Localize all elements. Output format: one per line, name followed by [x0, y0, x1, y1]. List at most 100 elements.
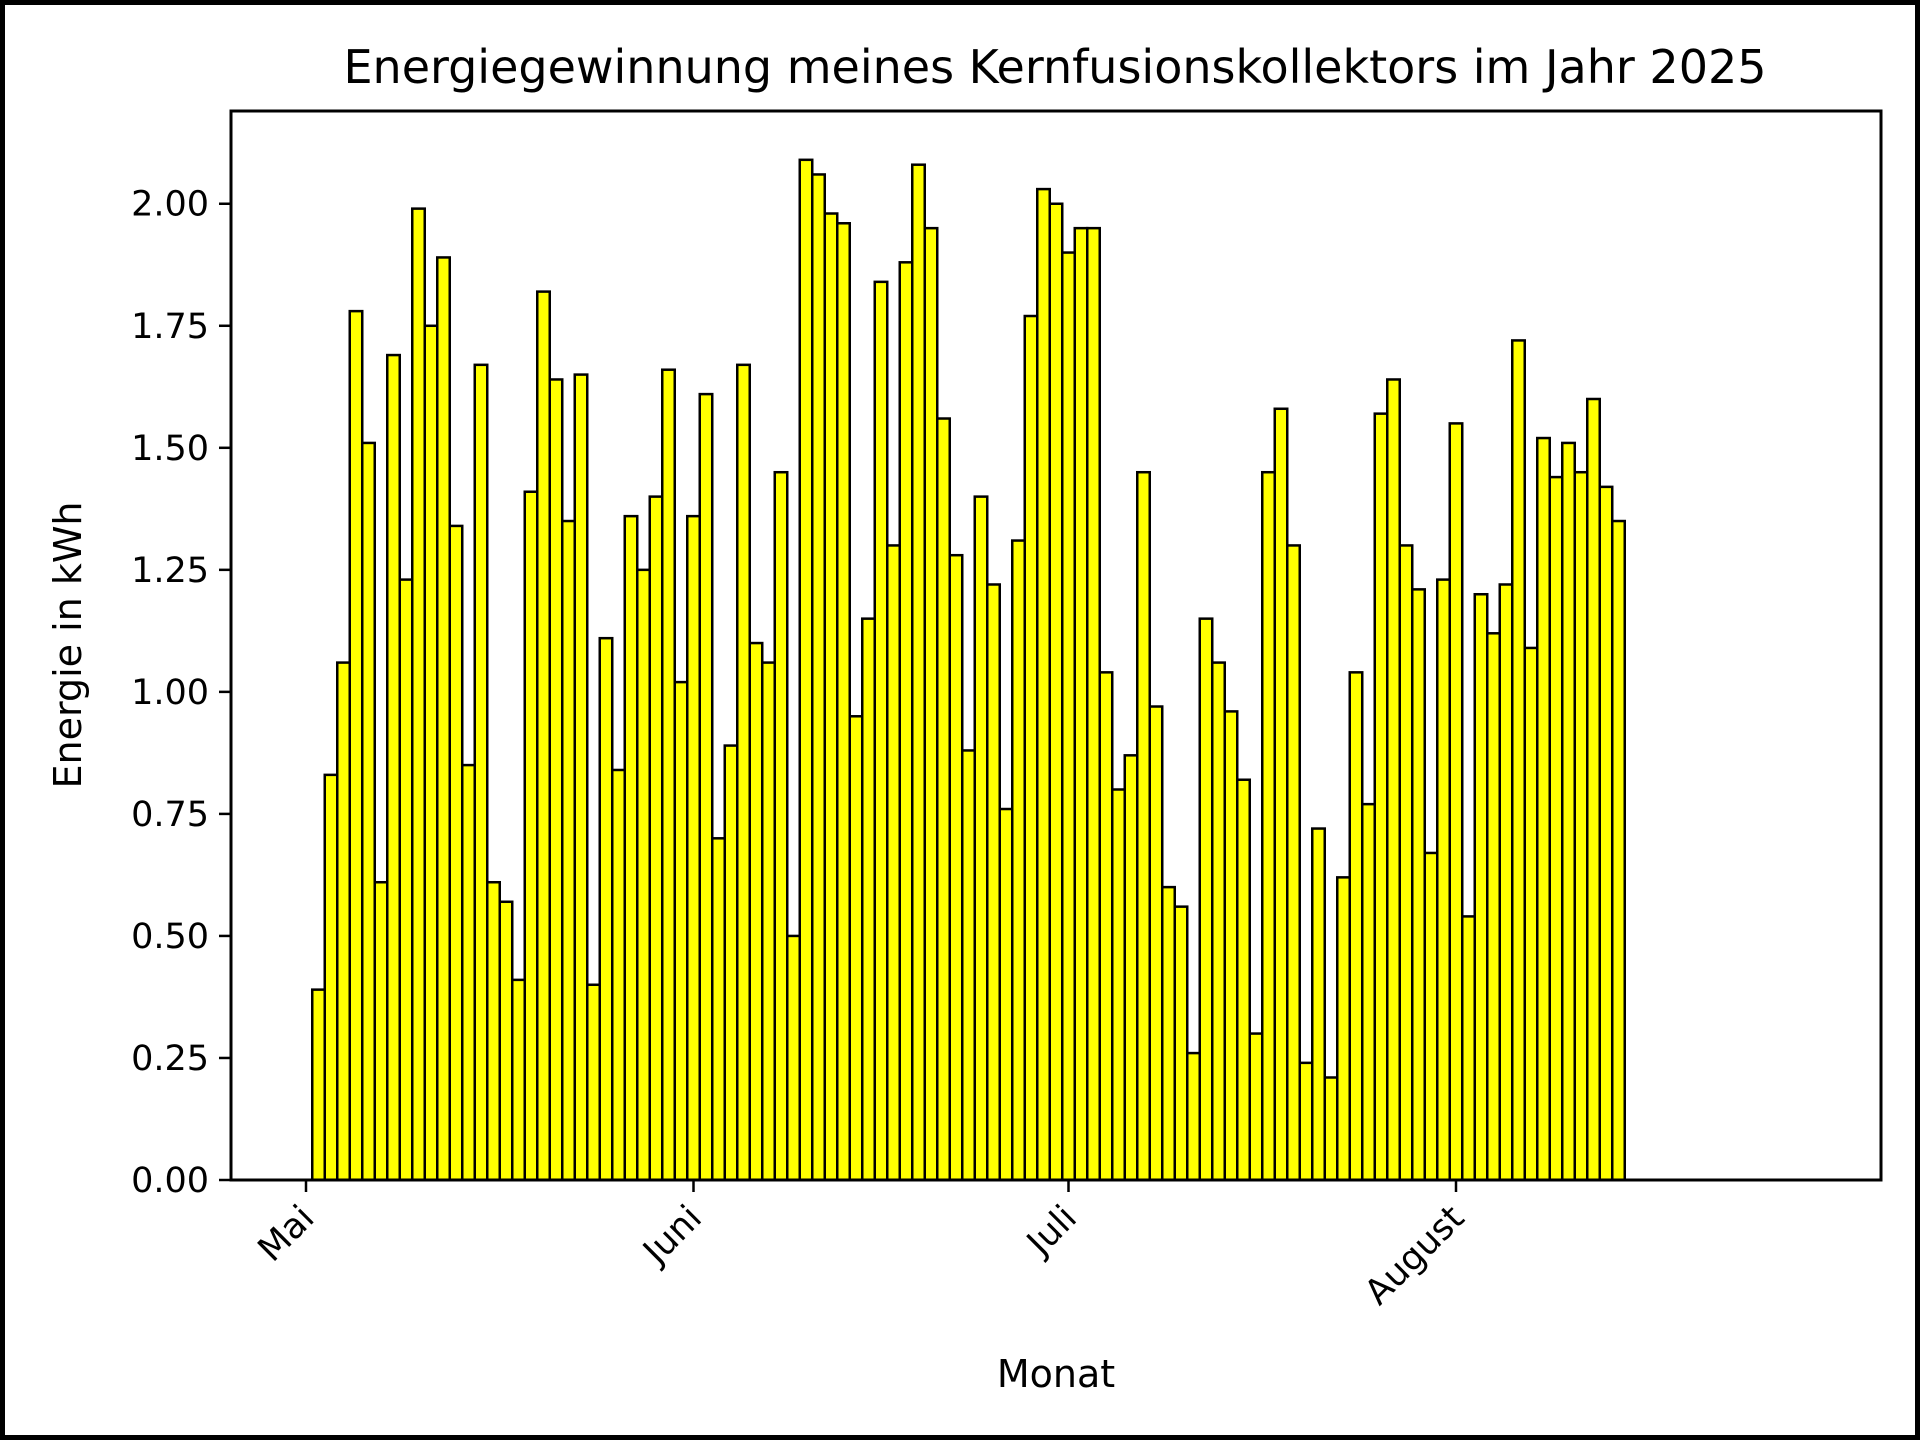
- y-tick-label: 0.75: [131, 795, 209, 835]
- bar: [1598, 485, 1614, 1182]
- bar: [1523, 646, 1539, 1182]
- bar: [1398, 544, 1414, 1182]
- bar: [623, 514, 639, 1182]
- bar: [673, 680, 689, 1182]
- bar: [1561, 441, 1576, 1182]
- bar: [923, 226, 939, 1182]
- bar: [486, 880, 501, 1182]
- bar: [523, 490, 539, 1182]
- bar: [511, 978, 526, 1182]
- bar: [773, 470, 789, 1182]
- bar: [1411, 588, 1426, 1182]
- bar: [986, 583, 1001, 1182]
- x-tick-label: Juli: [1018, 1198, 1084, 1264]
- x-axis: Mai Juni Juli August: [251, 1180, 1472, 1313]
- bar: [1448, 422, 1464, 1182]
- bar: [1148, 705, 1164, 1182]
- bar: [1236, 778, 1251, 1182]
- bar: [498, 900, 514, 1182]
- bar: [1611, 519, 1626, 1182]
- y-tick-label: 1.25: [131, 551, 209, 591]
- bar: [1023, 314, 1039, 1182]
- bar: [1573, 470, 1589, 1182]
- bar: [686, 514, 701, 1182]
- bar: [861, 617, 876, 1182]
- bar: [973, 495, 989, 1182]
- bar: [461, 763, 476, 1182]
- bar: [1586, 397, 1601, 1182]
- bar: [998, 807, 1014, 1182]
- bar: [811, 173, 826, 1182]
- bar: [1311, 827, 1326, 1182]
- bar: [1211, 661, 1226, 1182]
- bar: [1161, 885, 1176, 1182]
- bar: [748, 641, 764, 1182]
- bar: [423, 324, 439, 1182]
- y-axis: 0.00 0.25 0.50 0.75 1.00 1.25 1.50 1.75 2.00: [131, 185, 231, 1201]
- bar: [1011, 539, 1026, 1182]
- bar: [448, 524, 464, 1182]
- bar: [898, 261, 914, 1182]
- bar: [961, 749, 976, 1182]
- bar: [1336, 876, 1351, 1182]
- bar: [398, 578, 414, 1182]
- bar: [436, 256, 451, 1182]
- bar: [1423, 851, 1439, 1182]
- y-tick-label: 2.00: [131, 185, 209, 225]
- bar: [473, 363, 489, 1182]
- bar: [1136, 470, 1151, 1182]
- bar: [1048, 202, 1064, 1182]
- y-axis-label: Energie in kWh: [46, 502, 90, 789]
- bar: [1361, 802, 1376, 1182]
- bar: [873, 280, 889, 1182]
- bar: [911, 163, 926, 1182]
- bars-group: [311, 158, 1626, 1182]
- y-tick-label: 0.50: [131, 917, 209, 957]
- bar: [848, 715, 864, 1182]
- bar: [348, 309, 364, 1182]
- y-tick-label: 1.50: [131, 429, 209, 469]
- bar: [1298, 1061, 1314, 1182]
- bar: [536, 290, 551, 1182]
- bar: [698, 392, 714, 1182]
- bar: [1386, 378, 1401, 1182]
- bar: [836, 222, 851, 1182]
- bar: [1086, 226, 1101, 1182]
- bar: [786, 934, 801, 1182]
- bar: [1348, 671, 1364, 1182]
- bar: [548, 378, 564, 1182]
- bar: [1323, 1076, 1339, 1182]
- bar: [648, 495, 664, 1182]
- chart-title: Energiegewinnung meines Kernfusionskolle…: [343, 40, 1766, 94]
- bar: [798, 158, 814, 1182]
- bar: [1261, 470, 1276, 1182]
- bar: [1373, 412, 1389, 1182]
- y-tick-label: 1.75: [131, 307, 209, 347]
- bar: [823, 212, 839, 1182]
- y-tick-label: 1.00: [131, 673, 209, 713]
- bar: [1498, 583, 1514, 1182]
- bar: [1073, 226, 1089, 1182]
- bar: [1486, 632, 1501, 1182]
- bar: [1536, 436, 1551, 1182]
- bar: [411, 207, 426, 1182]
- bar: [1273, 407, 1289, 1182]
- bar: [1223, 710, 1239, 1182]
- x-tick-label: Mai: [251, 1198, 323, 1270]
- bar: [1061, 251, 1076, 1182]
- bar: [1123, 754, 1139, 1182]
- bar: [1511, 339, 1526, 1182]
- bar: [598, 636, 614, 1182]
- bar: [573, 373, 589, 1182]
- bar: [311, 988, 326, 1182]
- bar: [1098, 671, 1114, 1182]
- bar-chart: Energiegewinnung meines Kernfusionskolle…: [46, 40, 1883, 1396]
- bar: [636, 568, 651, 1182]
- bar: [323, 773, 339, 1182]
- bar: [661, 368, 676, 1182]
- bar: [761, 661, 776, 1182]
- bar: [586, 983, 601, 1182]
- bar: [1473, 592, 1489, 1182]
- bar: [736, 363, 751, 1182]
